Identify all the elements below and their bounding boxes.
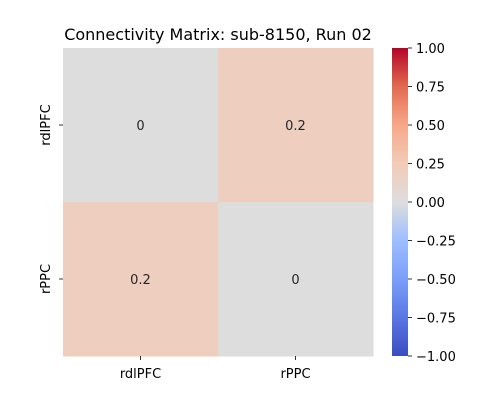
colorbar-axis: 1.00 0.75 0.50 0.25 0.00 −0.25 −0.50 −0.75 −1.00 <box>408 42 456 365</box>
heatmap-cell <box>218 202 374 357</box>
heatmap-cells: 0 0.2 0.2 0 <box>63 48 374 357</box>
y-tick-label: rdlPFC <box>39 104 54 145</box>
colorbar-tick-label: 0.00 <box>416 196 445 211</box>
colorbar-tick-label: 0.25 <box>416 158 445 173</box>
colorbar <box>392 48 408 356</box>
colorbar-tick-label: −0.25 <box>416 235 456 250</box>
heatmap-cell <box>63 48 219 203</box>
y-tick-label: rPPC <box>39 264 54 294</box>
heatmap-cell <box>63 202 219 357</box>
x-tick-label: rPPC <box>280 367 310 382</box>
cell-value-label: 0.2 <box>285 119 306 134</box>
y-axis: rdlPFC rPPC <box>39 104 63 294</box>
colorbar-tick-label: −1.00 <box>416 350 456 365</box>
chart-title: Connectivity Matrix: sub-8150, Run 02 <box>64 25 372 44</box>
colorbar-tick-label: −0.75 <box>416 312 456 327</box>
x-tick-label: rdlPFC <box>120 367 161 382</box>
x-axis: rdlPFC rPPC <box>120 356 311 382</box>
colorbar-tick-label: 1.00 <box>416 42 445 57</box>
colorbar-tick-label: −0.50 <box>416 273 456 288</box>
colorbar-tick-label: 0.75 <box>416 81 445 96</box>
colorbar-tick-label: 0.50 <box>416 119 445 134</box>
heatmap-cell <box>218 48 374 203</box>
cell-value-label: 0 <box>291 273 299 288</box>
cell-value-label: 0.2 <box>130 273 151 288</box>
cell-value-label: 0 <box>136 119 144 134</box>
